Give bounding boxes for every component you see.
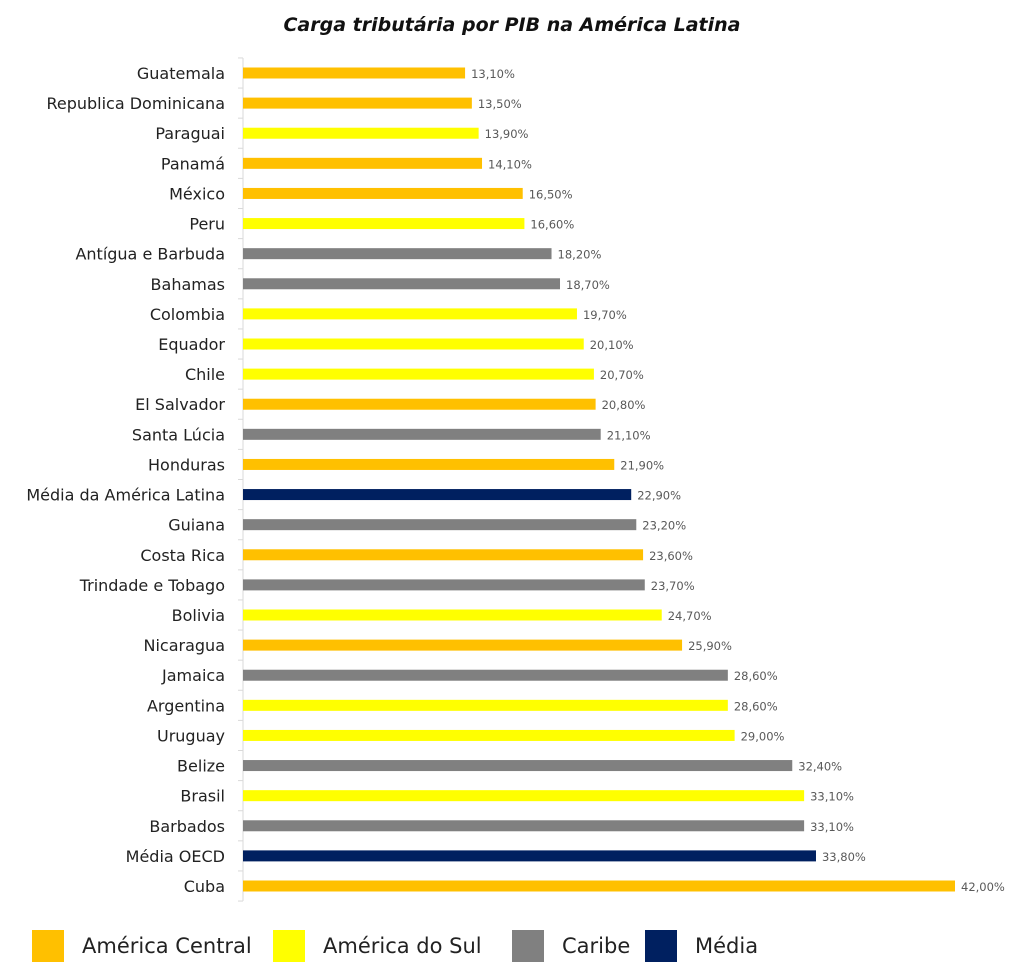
data-label: 33,10%: [810, 790, 854, 804]
data-label: 22,90%: [637, 489, 681, 503]
data-label: 33,80%: [822, 850, 866, 864]
bar: [243, 97, 472, 109]
category-label: Uruguay: [157, 726, 225, 745]
data-label: 42,00%: [961, 880, 1005, 894]
category-label: Brasil: [180, 787, 225, 806]
category-label: México: [169, 184, 225, 203]
category-label: Republica Dominicana: [46, 94, 225, 113]
data-label: 18,20%: [558, 248, 602, 262]
category-label: Peru: [189, 215, 225, 234]
bar: [243, 127, 479, 139]
legend-swatch: [512, 930, 544, 962]
legend-label: Caribe: [562, 934, 631, 958]
category-label: Bolivia: [172, 606, 225, 625]
legend-label: América do Sul: [323, 934, 482, 958]
data-label: 20,10%: [590, 338, 634, 352]
data-label: 16,50%: [529, 187, 573, 201]
data-label: 21,10%: [607, 428, 651, 442]
category-label: Belize: [177, 757, 225, 776]
category-label: Antígua e Barbuda: [75, 245, 225, 264]
bar: [243, 489, 632, 501]
legend-swatch: [645, 930, 677, 962]
bar: [243, 729, 735, 741]
category-label: Honduras: [148, 455, 225, 474]
bar: [243, 519, 637, 531]
category-label: Equador: [158, 335, 225, 354]
data-label: 23,60%: [649, 549, 693, 563]
category-label: Média OECD: [126, 847, 225, 866]
legend-item-central: América Central: [32, 930, 252, 962]
legend-swatch: [32, 930, 64, 962]
legend-item-media: Média: [645, 930, 758, 962]
category-label: Chile: [185, 365, 225, 384]
data-label: 33,10%: [810, 820, 854, 834]
bar: [243, 669, 728, 681]
legend-item-sul: América do Sul: [273, 930, 482, 962]
category-label: Guiana: [168, 516, 225, 535]
bar: [243, 67, 466, 79]
data-label: 23,70%: [651, 579, 695, 593]
data-label: 20,70%: [600, 368, 644, 382]
bar: [243, 699, 728, 711]
data-label: 18,70%: [566, 278, 610, 292]
bar: [243, 609, 662, 621]
data-label: 19,70%: [583, 308, 627, 322]
bar: [243, 157, 483, 169]
data-label: 23,20%: [642, 519, 686, 533]
data-label: 13,10%: [471, 67, 515, 81]
category-label: El Salvador: [135, 395, 225, 414]
data-label: 25,90%: [688, 639, 732, 653]
data-label: 24,70%: [668, 609, 712, 623]
bar: [243, 187, 523, 199]
data-label: 13,50%: [478, 97, 522, 111]
category-label: Paraguai: [155, 124, 225, 143]
bar: [243, 880, 955, 892]
category-label: Jamaica: [161, 666, 225, 685]
data-label: 28,60%: [734, 699, 778, 713]
chart-title: Carga tributária por PIB na América Lati…: [283, 14, 741, 36]
bar: [243, 218, 525, 230]
category-label: Cuba: [184, 877, 225, 896]
category-label: Bahamas: [151, 275, 225, 294]
data-label: 16,60%: [530, 218, 574, 232]
data-label: 20,80%: [602, 398, 646, 412]
bar: [243, 368, 594, 380]
category-label: Média da América Latina: [26, 486, 225, 505]
legend-label: Média: [695, 934, 759, 958]
bar: [243, 398, 596, 410]
bar: [243, 248, 552, 260]
bar: [243, 549, 644, 561]
category-label: Panamá: [161, 154, 225, 173]
data-label: 32,40%: [798, 760, 842, 774]
category-label: Santa Lúcia: [132, 425, 225, 444]
legend-label: América Central: [82, 934, 252, 958]
category-label: Costa Rica: [140, 546, 225, 565]
bar: [243, 308, 577, 320]
legend-swatch: [273, 930, 305, 962]
data-label: 21,90%: [620, 458, 664, 472]
category-label: Colombia: [150, 305, 225, 324]
bar-chart: Guatemala 13,10% Republica Dominicana 13,50…: [26, 57, 1005, 902]
bar: [243, 458, 615, 470]
bar: [243, 820, 805, 832]
category-label: Guatemala: [137, 64, 225, 83]
category-label: Trindade e Tobago: [79, 576, 225, 595]
category-label: Nicaragua: [144, 636, 226, 655]
data-label: 29,00%: [741, 729, 785, 743]
legend-item-caribe: Caribe: [512, 930, 630, 962]
data-label: 13,90%: [485, 127, 529, 141]
data-label: 14,10%: [488, 157, 532, 171]
bar: [243, 278, 561, 290]
data-label: 28,60%: [734, 669, 778, 683]
bar: [243, 850, 816, 862]
bar: [243, 639, 683, 651]
category-label: Argentina: [147, 696, 225, 715]
bar: [243, 579, 645, 591]
bar: [243, 760, 793, 772]
bar: [243, 428, 601, 440]
bar: [243, 338, 584, 350]
bar: [243, 790, 805, 802]
category-label: Barbados: [149, 817, 225, 836]
